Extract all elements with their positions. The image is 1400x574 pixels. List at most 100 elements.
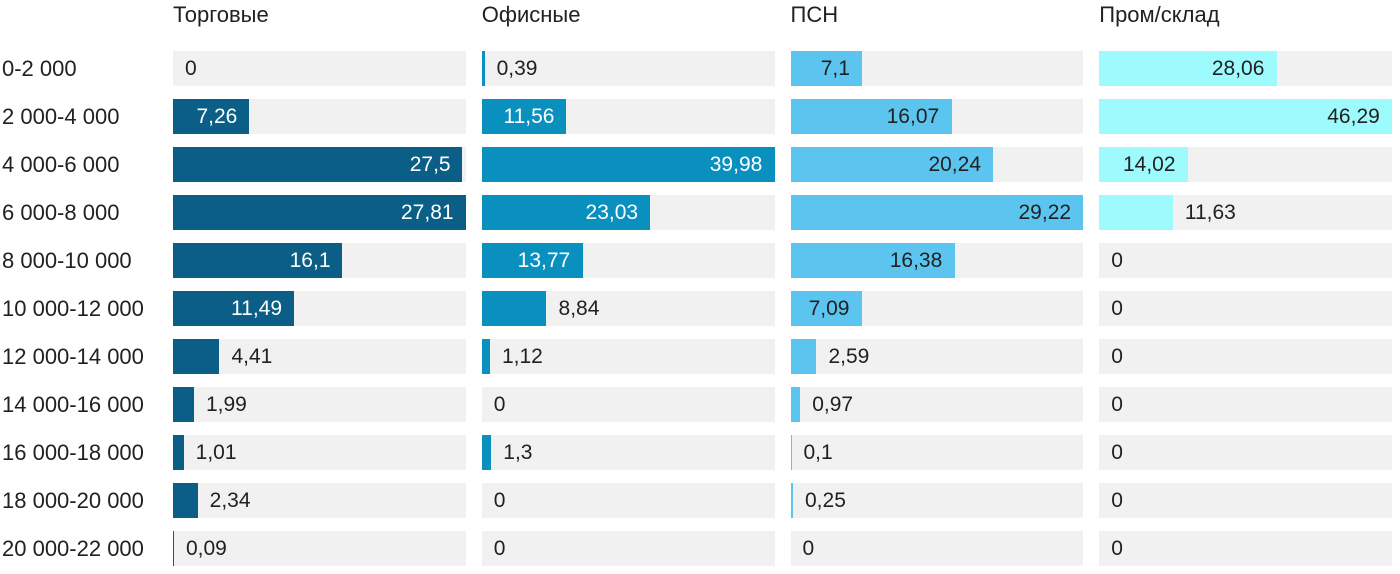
bar-track: 13,77 [481, 243, 775, 278]
bar-value-label: 7,09 [808, 296, 850, 320]
bar-value-label: 16,07 [886, 104, 940, 128]
bar-track: 39,98 [481, 147, 775, 182]
bar-value-label: 1,99 [205, 392, 247, 416]
row-label: 2 000-4 000 [2, 103, 120, 129]
bar-value-label: 13,77 [517, 248, 571, 272]
column-header-psn: ПСН [790, 2, 839, 27]
bar-track: 11,63 [1099, 195, 1392, 230]
bar [1099, 99, 1392, 134]
row-label: 6 000-8 000 [2, 199, 120, 225]
bar-track: 27,81 [173, 195, 466, 230]
bar-value-label: 0 [185, 56, 197, 80]
bar-value-label: 2,34 [209, 488, 251, 512]
bar-value-label: 0,1 [803, 440, 833, 464]
bar-track: 27,5 [173, 147, 466, 182]
bar-value-label: 11,63 [1184, 200, 1236, 224]
bar-value-label: 0 [493, 488, 506, 512]
bar-value-label: 8,84 [558, 296, 600, 320]
header-spacer [2, 3, 157, 26]
bar-value-label: 28,06 [1211, 56, 1265, 80]
bar-track: 0 [1099, 387, 1392, 422]
bar-track: 0 [1099, 483, 1392, 518]
bar-value-label: 7,26 [196, 104, 238, 128]
bar-value-label: 1,12 [501, 344, 543, 368]
bar-value-label: 7,1 [820, 56, 850, 80]
bar-value-label: 0 [1111, 440, 1123, 464]
bar [173, 243, 343, 278]
bar-value-label: 14,02 [1122, 152, 1176, 176]
bar [173, 531, 174, 566]
bar [1099, 147, 1188, 182]
bar-value-label: 1,3 [503, 440, 533, 464]
row-label: 8 000-10 000 [2, 247, 132, 273]
bar-value-label: 0 [493, 392, 506, 416]
bar [1099, 195, 1173, 230]
bar-value-label: 2,59 [828, 344, 870, 368]
bar [173, 435, 184, 470]
bar-track: 1,3 [481, 435, 775, 470]
bar-value-label: 0 [1111, 536, 1123, 560]
bar-track: 0 [790, 531, 1084, 566]
bar-track: 11,56 [481, 99, 775, 134]
bar-value-label: 16,1 [289, 248, 331, 272]
bar-value-label: 27,5 [409, 152, 451, 176]
bar-track: 16,38 [790, 243, 1084, 278]
row-label: 10 000-12 000 [2, 295, 144, 321]
bar [481, 243, 583, 278]
bar-value-label: 0 [1111, 344, 1123, 368]
row-label: 20 000-22 000 [2, 535, 144, 561]
bar-value-label: 0 [1111, 248, 1123, 272]
bar [790, 99, 952, 134]
bar-value-label: 4,41 [231, 344, 273, 368]
bar-value-label: 29,22 [1018, 200, 1072, 224]
bar [173, 339, 220, 374]
bar-value-label: 0 [493, 536, 506, 560]
bar-track: 7,1 [790, 51, 1084, 86]
bar-track: 46,29 [1099, 99, 1392, 134]
bar [481, 51, 485, 86]
bar-track: 16,1 [173, 243, 466, 278]
bar [173, 195, 466, 230]
bar [173, 483, 198, 518]
bar-value-label: 1,01 [195, 440, 237, 464]
bar-track: 7,26 [173, 99, 466, 134]
bar-value-label: 39,98 [709, 152, 763, 176]
bar-track: 8,84 [481, 291, 775, 326]
bar-track: 1,12 [481, 339, 775, 374]
bar [790, 387, 801, 422]
bar-value-label: 0,97 [812, 392, 854, 416]
bar-track: 0 [481, 483, 775, 518]
bar [790, 51, 862, 86]
bar-track: 28,06 [1099, 51, 1392, 86]
bar-track: 0,97 [790, 387, 1084, 422]
bar [481, 339, 490, 374]
bar-track: 0 [481, 387, 775, 422]
bar-value-label: 0,39 [496, 56, 538, 80]
bar [481, 435, 492, 470]
bar-track: 0 [1099, 339, 1392, 374]
column-header-ofisnye: Офисные [481, 2, 581, 27]
bar-value-label: 11,56 [503, 104, 555, 128]
bar-track: 0 [481, 531, 775, 566]
bar [173, 291, 294, 326]
bar-track: 0 [1099, 531, 1392, 566]
bar-track: 0 [1099, 243, 1392, 278]
bar [790, 483, 793, 518]
bar-track: 14,02 [1099, 147, 1392, 182]
bar-value-label: 11,49 [231, 296, 283, 320]
bar-track: 1,01 [173, 435, 466, 470]
bar-value-label: 0 [802, 536, 815, 560]
bar-track: 0 [1099, 291, 1392, 326]
bar [1099, 51, 1277, 86]
bar [173, 147, 463, 182]
bar-value-label: 27,81 [401, 200, 454, 224]
column-header-prom-sklad: Пром/склад [1099, 2, 1220, 27]
bar-track: 0,39 [481, 51, 775, 86]
bar [790, 435, 792, 470]
bar-value-label: 0 [1111, 488, 1123, 512]
bar-track: 7,09 [790, 291, 1084, 326]
bar [481, 147, 775, 182]
bar-value-label: 16,38 [889, 248, 943, 272]
bar-value-label: 46,29 [1327, 104, 1380, 128]
